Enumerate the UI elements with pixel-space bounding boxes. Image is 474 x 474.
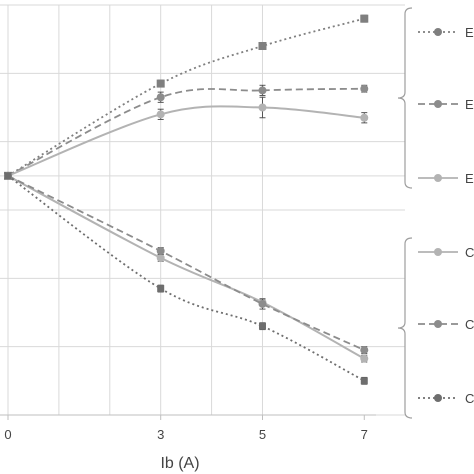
data-point-marker xyxy=(360,14,369,23)
series-line xyxy=(7,174,365,360)
data-point-marker xyxy=(434,28,442,36)
data-point-marker xyxy=(434,320,442,328)
x-tick-label: 0 xyxy=(4,427,11,442)
legend-bracket xyxy=(397,237,413,419)
series-line xyxy=(7,175,365,351)
data-point-marker xyxy=(156,247,165,255)
data-point-marker xyxy=(156,93,165,102)
data-point-marker xyxy=(360,84,369,93)
legend-label: E xyxy=(465,25,474,40)
axes: 0 3 5 7 xyxy=(0,175,405,442)
series-layer xyxy=(4,14,369,385)
data-point-marker xyxy=(258,322,266,330)
series-line xyxy=(7,87,365,177)
legend-label: C xyxy=(465,391,474,406)
data-point-marker xyxy=(360,346,369,355)
series-1 xyxy=(4,14,369,180)
data-point-marker xyxy=(360,113,369,122)
data-point-marker xyxy=(434,174,442,182)
data-point-marker xyxy=(434,394,442,402)
data-point-marker xyxy=(258,103,267,112)
data-point-marker xyxy=(434,100,442,108)
data-point-marker xyxy=(258,42,267,50)
legend-entry: C xyxy=(418,245,474,260)
data-point-marker xyxy=(157,285,165,293)
data-point-marker xyxy=(4,172,12,180)
x-tick-label: 7 xyxy=(361,427,368,442)
x-tick-label: 3 xyxy=(157,427,164,442)
legend-bracket xyxy=(397,7,413,189)
series-line xyxy=(7,105,365,177)
legend-entry: E xyxy=(418,171,474,186)
x-axis-label: Ib (A) xyxy=(160,455,199,472)
legend-label: C xyxy=(465,317,474,332)
legend-label: E xyxy=(465,171,474,186)
data-point-marker xyxy=(258,299,267,308)
grid xyxy=(0,4,405,416)
legend-entry: E xyxy=(418,25,474,40)
data-point-marker xyxy=(156,110,165,119)
legend-entry: C xyxy=(418,317,474,332)
data-point-marker xyxy=(156,253,165,262)
series-6 xyxy=(4,172,368,385)
series-2 xyxy=(4,84,369,180)
legend-entry: E xyxy=(418,97,474,112)
legend-label: E xyxy=(465,97,474,112)
data-point-marker xyxy=(156,79,165,88)
legend-label: C xyxy=(465,245,474,260)
legend-entry: C xyxy=(418,391,474,406)
data-point-marker xyxy=(360,354,369,363)
data-point-marker xyxy=(258,86,267,95)
x-tick-label: 5 xyxy=(259,427,266,442)
legend: E E E C C C xyxy=(397,7,474,419)
data-point-marker xyxy=(360,377,368,385)
series-line xyxy=(7,17,365,177)
data-point-marker xyxy=(434,248,442,256)
